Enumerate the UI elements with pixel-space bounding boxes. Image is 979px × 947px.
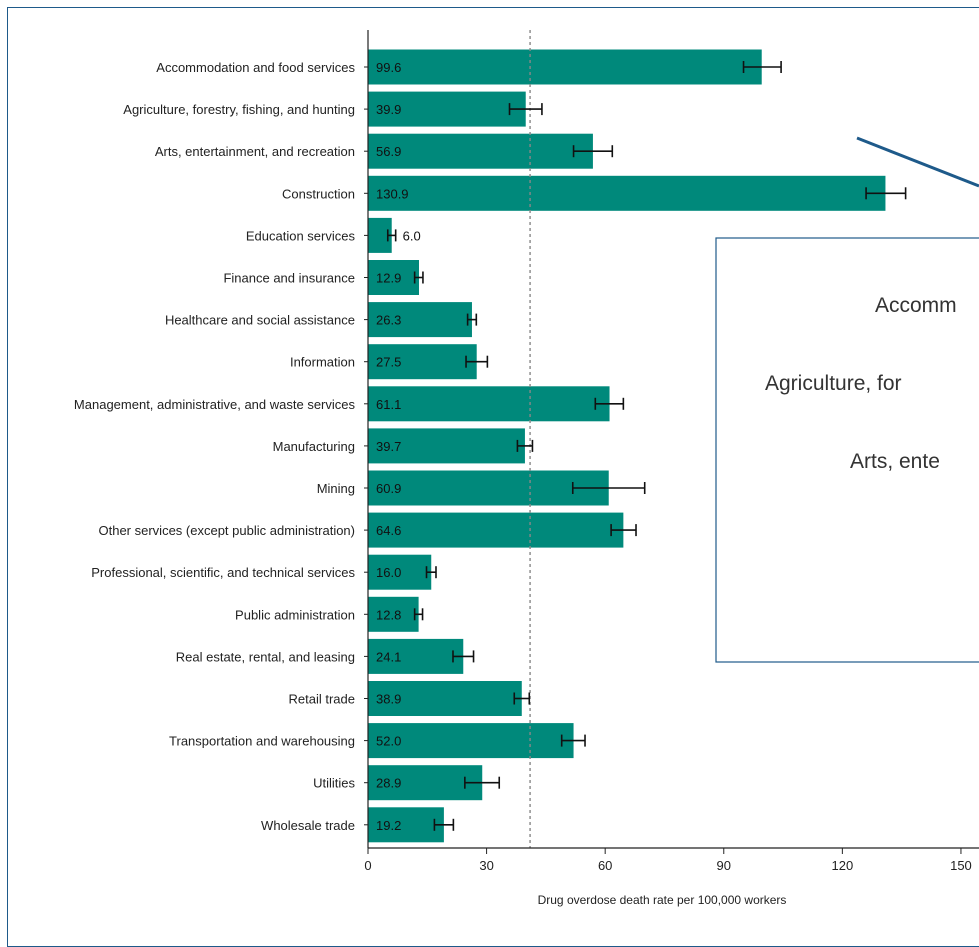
value-label: 39.7 <box>376 439 401 454</box>
bar-chart: 99.6 39.9 56.9 130.9 6.0 12.9 26.3 27.5 61.1 39.7… <box>74 30 979 907</box>
category-label: Professional, scientific, and technical … <box>91 565 355 580</box>
value-label: 19.2 <box>376 818 401 833</box>
bar <box>368 91 526 127</box>
x-tick-label: 120 <box>832 858 854 873</box>
bar <box>368 807 444 843</box>
error-bar <box>513 692 531 705</box>
bar <box>368 596 419 632</box>
error-bar <box>571 482 646 494</box>
value-label: 52.0 <box>376 734 401 749</box>
error-bar <box>865 187 907 200</box>
value-label: 56.9 <box>376 144 401 159</box>
bar <box>368 512 624 548</box>
inset-arrow <box>856 136 979 188</box>
error-bar <box>508 103 543 116</box>
bar <box>368 681 522 716</box>
error-bars-layer <box>386 61 907 831</box>
value-label: 6.0 <box>403 228 421 243</box>
category-label: Manufacturing <box>273 439 355 454</box>
category-label: Other services (except public administra… <box>99 523 356 538</box>
value-label: 60.9 <box>376 481 401 496</box>
value-label: 27.5 <box>376 355 401 370</box>
x-tick-label: 90 <box>717 858 731 873</box>
bar <box>368 638 464 674</box>
value-label: 12.9 <box>376 271 401 286</box>
error-bar <box>560 734 586 747</box>
category-label: Accommodation and food services <box>156 60 355 75</box>
value-label: 64.6 <box>376 523 401 538</box>
x-tick-label: 60 <box>598 858 612 873</box>
x-tick-label: 0 <box>364 858 371 873</box>
error-bar <box>594 397 625 410</box>
value-labels-layer: 99.6 39.9 56.9 130.9 6.0 12.9 26.3 27.5 61.1 39.7… <box>376 60 421 833</box>
category-label: Retail trade <box>289 692 355 707</box>
category-label: Healthcare and social assistance <box>165 313 355 328</box>
bar <box>368 175 886 211</box>
error-bar <box>610 524 637 537</box>
bar <box>368 723 574 759</box>
zoom-inset: Accomm Agriculture, for Arts, ente <box>715 136 979 663</box>
category-label: Information <box>290 355 355 370</box>
error-bar <box>413 608 424 621</box>
value-label: 24.1 <box>376 649 401 664</box>
value-label: 99.6 <box>376 60 401 75</box>
bar <box>368 428 525 464</box>
category-label: Wholesale trade <box>261 818 355 833</box>
value-label: 38.9 <box>376 692 401 707</box>
category-label: Finance and insurance <box>223 271 355 286</box>
category-label: Construction <box>282 186 355 201</box>
value-label: 130.9 <box>376 186 409 201</box>
category-label: Education services <box>246 228 356 243</box>
value-label: 26.3 <box>376 313 401 328</box>
error-bar <box>465 355 489 368</box>
error-bar <box>742 61 782 73</box>
axes-layer: 0 30 60 90 120 150 <box>364 30 979 873</box>
value-label: 12.8 <box>376 607 401 622</box>
error-bar <box>516 439 534 452</box>
error-bar <box>433 818 455 831</box>
error-bar <box>572 145 614 158</box>
error-bar <box>425 566 437 579</box>
bar <box>368 554 432 590</box>
bar <box>368 344 477 380</box>
value-label: 39.9 <box>376 102 401 117</box>
x-tick-label: 150 <box>950 858 972 873</box>
category-label: Mining <box>317 481 355 496</box>
category-label: Public administration <box>235 607 355 622</box>
error-bar <box>413 271 424 284</box>
inset-label-arts: Arts, ente <box>850 450 940 473</box>
error-bar <box>466 313 478 326</box>
bar <box>368 302 472 338</box>
category-label: Transportation and warehousing <box>169 734 355 749</box>
x-axis-title: Drug overdose death rate per 100,000 wor… <box>538 893 787 907</box>
value-label: 61.1 <box>376 397 401 412</box>
value-label: 16.0 <box>376 565 401 580</box>
bar <box>368 49 762 85</box>
error-bar <box>452 650 475 663</box>
x-tick-label: 30 <box>479 858 493 873</box>
bars-layer <box>368 49 886 843</box>
category-label: Arts, entertainment, and recreation <box>155 144 355 159</box>
inset-label-accommodation: Accomm <box>875 294 957 317</box>
value-label: 28.9 <box>376 776 401 791</box>
error-bar <box>464 776 501 789</box>
bar <box>368 217 392 253</box>
error-bar <box>386 229 397 242</box>
category-label: Utilities <box>313 776 355 791</box>
category-label: Management, administrative, and waste se… <box>74 397 356 412</box>
category-label: Agriculture, forestry, fishing, and hunt… <box>123 102 355 117</box>
bar <box>368 386 610 422</box>
bar <box>368 470 609 506</box>
bar <box>368 133 593 169</box>
category-labels-layer: Accommodation and food services Agricultu… <box>74 60 356 833</box>
bar <box>368 260 419 295</box>
bar <box>368 765 483 801</box>
inset-box <box>715 237 979 663</box>
inset-label-agriculture: Agriculture, for <box>765 372 902 395</box>
category-label: Real estate, rental, and leasing <box>176 649 355 664</box>
